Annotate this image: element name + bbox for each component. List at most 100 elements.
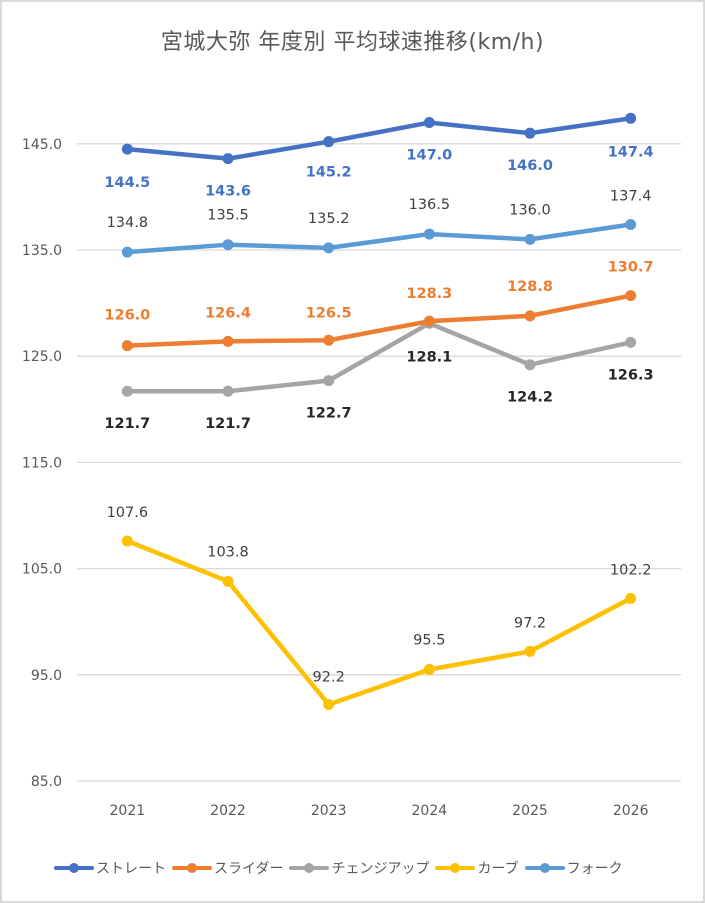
data-label-fork: 137.4 — [610, 189, 652, 205]
y-tick-label: 145.0 — [22, 137, 62, 153]
data-label-changeup: 121.7 — [104, 416, 150, 432]
data-point-slider — [423, 315, 435, 327]
data-point-straight — [423, 117, 435, 129]
legend-swatch-icon — [54, 862, 94, 874]
series-lines — [121, 112, 637, 711]
legend-label: ストレート — [96, 861, 166, 877]
legend: ストレート スライダー チェンジアップ カーブ フォーク — [54, 856, 629, 880]
data-point-changeup — [524, 359, 536, 371]
data-label-straight: 146.0 — [507, 158, 553, 174]
series-slider — [121, 290, 637, 352]
data-point-curve — [423, 663, 435, 675]
legend-label: カーブ — [477, 861, 519, 877]
data-label-changeup: 128.1 — [406, 349, 452, 365]
data-label-slider: 128.8 — [507, 279, 553, 295]
data-label-slider: 126.0 — [104, 308, 150, 324]
legend-swatch-icon — [435, 862, 476, 874]
x-tick-label: 2024 — [412, 803, 448, 819]
data-label-curve: 102.2 — [610, 562, 652, 578]
data-point-fork — [121, 246, 133, 258]
data-label-slider: 126.4 — [205, 305, 251, 321]
y-tick-label: 115.0 — [22, 455, 62, 471]
data-label-slider: 126.5 — [306, 305, 352, 321]
data-label-curve: 107.6 — [107, 505, 149, 521]
legend-swatch-icon — [172, 862, 212, 874]
series-line-changeup — [125, 321, 633, 394]
series-straight — [121, 112, 637, 165]
legend-item-straight[interactable]: ストレート — [54, 858, 166, 878]
data-point-fork — [524, 233, 536, 245]
legend-swatch-icon — [524, 862, 565, 874]
series-line-slider — [125, 293, 633, 348]
legend-item-fork[interactable]: フォーク — [524, 858, 623, 878]
data-label-fork: 135.5 — [207, 208, 249, 224]
y-axis-ticks: 85.0 95.0 105.0 115.0 125.0 135.0 145.0 — [22, 137, 62, 790]
data-point-fork — [423, 228, 435, 240]
y-tick-label: 105.0 — [22, 562, 62, 578]
data-point-fork — [625, 219, 637, 231]
series-curve — [121, 535, 637, 711]
data-point-straight — [121, 143, 133, 155]
series-line-fork — [125, 222, 633, 255]
y-tick-label: 85.0 — [31, 774, 62, 790]
x-tick-label: 2026 — [613, 803, 649, 819]
legend-item-changeup[interactable]: チェンジアップ — [289, 858, 429, 878]
legend-swatch-icon — [289, 862, 330, 874]
data-point-slider — [323, 334, 335, 346]
data-label-curve: 103.8 — [207, 544, 249, 560]
data-label-slider: 130.7 — [608, 260, 654, 276]
y-tick-label: 125.0 — [22, 349, 62, 365]
data-point-changeup — [323, 375, 335, 387]
legend-label: スライダー — [214, 861, 284, 877]
legend-label: チェンジアップ — [331, 861, 430, 877]
y-tick-label: 135.0 — [22, 243, 62, 259]
legend-item-curve[interactable]: カーブ — [435, 858, 519, 878]
data-label-straight: 147.4 — [608, 144, 654, 160]
data-label-fork: 136.5 — [409, 197, 451, 213]
data-label-straight: 145.2 — [306, 165, 352, 181]
data-point-changeup — [222, 385, 234, 397]
data-point-slider — [625, 290, 637, 302]
x-axis-ticks: 2021 2022 2023 2024 2025 2026 — [110, 803, 649, 819]
data-point-curve — [121, 535, 133, 547]
data-point-straight — [323, 136, 335, 148]
series-line-curve — [125, 538, 633, 707]
data-point-curve — [222, 575, 234, 587]
chart-title: 宮城大弥 年度別 平均球速推移(km/h) — [160, 30, 545, 55]
x-tick-label: 2022 — [210, 803, 246, 819]
data-point-straight — [524, 127, 536, 139]
data-point-fork — [222, 239, 234, 251]
x-tick-label: 2023 — [311, 803, 347, 819]
data-point-curve — [625, 592, 637, 604]
data-point-curve — [323, 699, 335, 711]
data-label-curve: 97.2 — [514, 615, 546, 631]
data-label-curve: 95.5 — [413, 632, 445, 648]
x-tick-label: 2021 — [110, 803, 146, 819]
data-label-fork: 135.2 — [308, 211, 350, 227]
legend-item-slider[interactable]: スライダー — [172, 858, 283, 878]
x-tick-label: 2025 — [512, 803, 548, 819]
data-label-straight: 147.0 — [406, 148, 452, 164]
series-fork — [121, 219, 637, 258]
data-point-straight — [222, 153, 234, 165]
data-label-fork: 134.8 — [107, 215, 149, 231]
data-label-straight: 143.6 — [205, 184, 251, 200]
data-label-fork: 136.0 — [509, 202, 551, 218]
data-point-slider — [121, 340, 133, 352]
data-point-slider — [524, 310, 536, 322]
data-point-changeup — [625, 336, 637, 348]
series-changeup — [121, 317, 637, 397]
data-label-slider: 128.3 — [406, 286, 452, 302]
data-point-fork — [323, 242, 335, 254]
data-label-changeup: 121.7 — [205, 416, 251, 432]
y-tick-label: 95.0 — [31, 668, 62, 684]
data-label-curve: 92.2 — [313, 670, 345, 686]
legend-label: フォーク — [566, 861, 623, 877]
data-labels: 144.5 143.6 145.2 147.0 146.0 147.4 126.0 126.4… — [104, 144, 653, 685]
data-label-straight: 144.5 — [104, 175, 150, 191]
data-point-curve — [524, 645, 536, 657]
data-label-changeup: 126.3 — [608, 367, 654, 383]
data-label-changeup: 124.2 — [507, 390, 553, 406]
data-point-changeup — [121, 385, 133, 397]
